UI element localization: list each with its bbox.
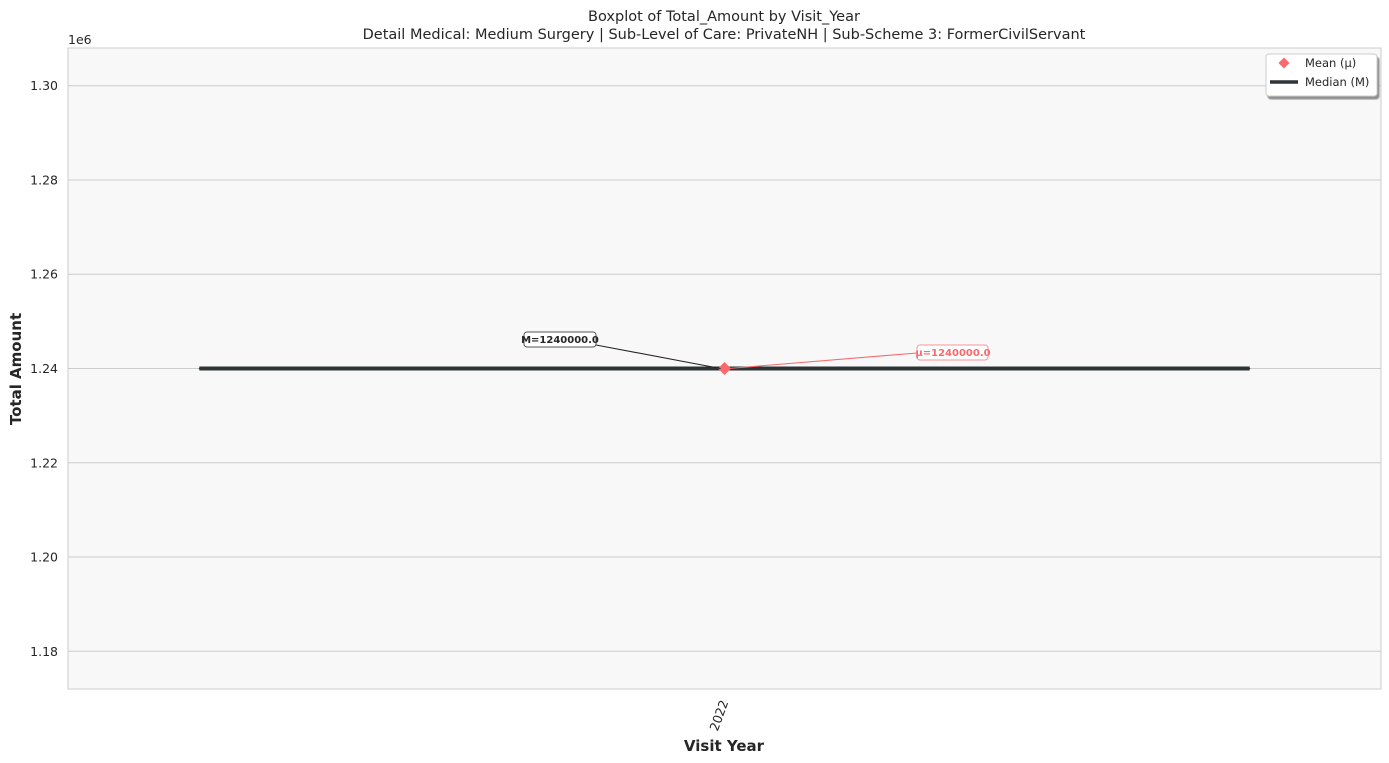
legend: Mean (μ) Median (M): [1265, 53, 1378, 97]
mean-annotation-label: μ=1240000.0: [915, 348, 990, 359]
y-tick-label: 1.30: [30, 78, 58, 93]
y-tick-label: 1.20: [30, 550, 58, 565]
legend-mean-marker: [1278, 57, 1290, 69]
box-layer: [198, 362, 1251, 375]
median-label-box: [523, 331, 597, 348]
x-axis-label: Visit Year: [684, 737, 765, 755]
legend-median-label: Median (M): [1305, 75, 1369, 89]
chart-subtitle: Detail Medical: Medium Surgery | Sub-Lev…: [363, 27, 1086, 43]
y-tick-label: 1.26: [30, 267, 58, 282]
y-tick-label: 1.28: [30, 172, 58, 187]
annotations: M=1240000.0 μ=1240000.0: [521, 331, 991, 370]
y-axis-ticks: 1.18 1.20 1.22 1.24 1.26 1.28 1.30: [30, 78, 58, 659]
y-tick-label: 1.18: [30, 644, 58, 659]
y-offset-label: 1e6: [68, 32, 92, 47]
mean-marker: [718, 362, 731, 375]
x-tick-label: 2022: [706, 698, 731, 733]
legend-frame: [1265, 53, 1378, 97]
x-axis-ticks: 2022: [706, 698, 731, 733]
y-tick-label: 1.24: [30, 361, 58, 376]
mean-label-box: [916, 344, 989, 361]
gridlines: [68, 85, 1381, 652]
median-annotation-label: M=1240000.0: [521, 335, 599, 346]
y-tick-label: 1.22: [30, 455, 58, 470]
median-annotation-arrow: [595, 344, 721, 370]
y-axis-label: Total Amount: [7, 313, 25, 425]
chart-title: Boxplot of Total_Amount by Visit_Year: [588, 9, 860, 25]
legend-mean-label: Mean (μ): [1305, 56, 1356, 70]
mean-annotation-arrow: [728, 352, 918, 370]
